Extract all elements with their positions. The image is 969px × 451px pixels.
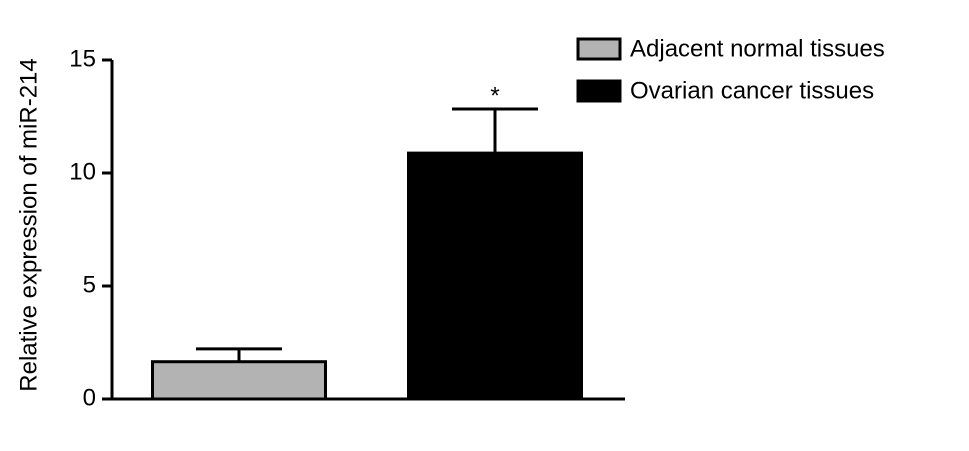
y-axis-label: Relative expression of miR-214: [15, 58, 42, 391]
bar: [407, 151, 583, 401]
legend-label: Adjacent normal tissues: [630, 35, 885, 62]
legend-label: Ovarian cancer tissues: [630, 77, 874, 104]
y-tick-label: 10: [69, 158, 96, 185]
y-tick-label: 5: [83, 271, 96, 298]
legend-swatch: [576, 79, 622, 103]
legend-swatch: [576, 37, 622, 61]
bar: [151, 360, 327, 401]
y-tick-label: 0: [83, 384, 96, 411]
y-tick-label: 15: [69, 45, 96, 72]
significance-marker: *: [490, 82, 499, 109]
